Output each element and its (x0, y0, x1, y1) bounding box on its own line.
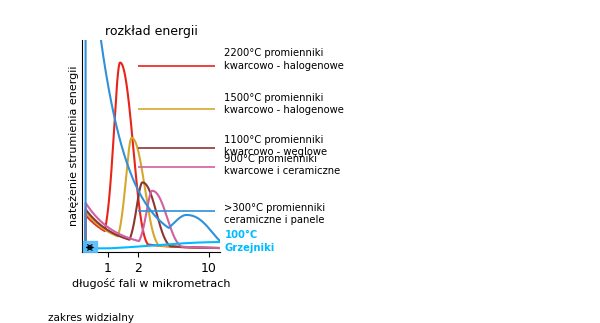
Text: 1500°C promienniki
kwarcowo - halogenowe: 1500°C promienniki kwarcowo - halogenowe (224, 93, 344, 115)
Text: >300°C promienniki
ceramiczne i panele: >300°C promienniki ceramiczne i panele (224, 203, 325, 225)
X-axis label: długość fali w mikrometrach: długość fali w mikrometrach (72, 278, 230, 289)
Title: rozkład energii: rozkład energii (104, 25, 197, 38)
Text: 2200°C promienniki
kwarcowo - halogenowe: 2200°C promienniki kwarcowo - halogenowe (224, 48, 344, 70)
Text: zakres widzialny: zakres widzialny (48, 313, 134, 323)
Text: 100°C
Grzejniki: 100°C Grzejniki (224, 230, 275, 253)
Y-axis label: natężenie strumienia energii: natężenie strumienia energii (69, 66, 79, 226)
Text: 900°C promienniki
kwarcowe i ceramiczne: 900°C promienniki kwarcowe i ceramiczne (224, 154, 341, 176)
Text: 1100°C promienniki
kwarcowo - węglowe: 1100°C promienniki kwarcowo - węglowe (224, 135, 328, 157)
